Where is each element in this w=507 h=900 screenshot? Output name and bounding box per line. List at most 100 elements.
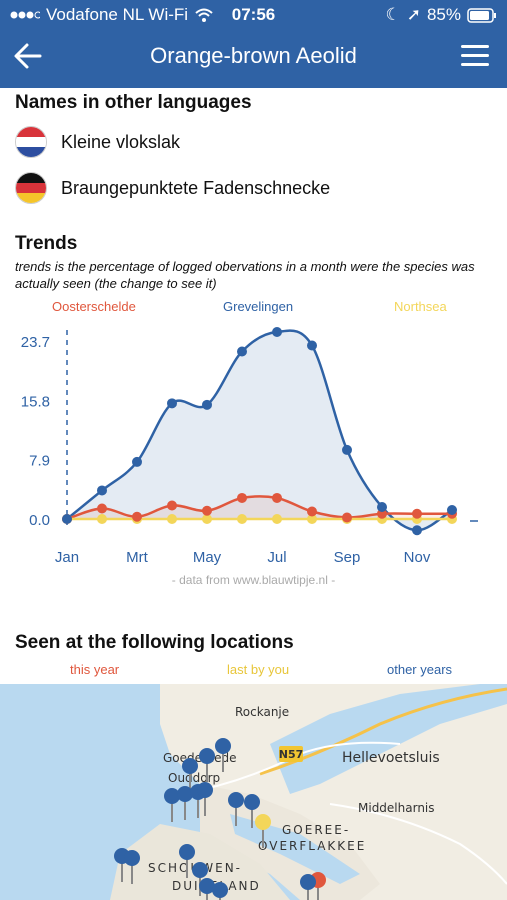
hamburger-menu-icon[interactable]	[459, 42, 491, 70]
trends-title: Trends	[15, 233, 78, 254]
dutch-flag-icon	[15, 126, 47, 158]
map-label-ouddorp: Ouddorp	[168, 771, 220, 785]
x-tick-label: Jan	[55, 549, 79, 566]
data-point-grevelingen	[62, 514, 72, 524]
data-point-grevelingen	[342, 444, 352, 455]
map-pin[interactable]	[255, 814, 271, 830]
data-point-northsea	[237, 514, 247, 524]
data-point-grevelingen	[237, 346, 247, 357]
map-pin[interactable]	[244, 794, 260, 810]
road	[329, 803, 507, 885]
map-label-overflakkee: OVERFLAKKEE	[258, 839, 366, 853]
app-header: Vodafone NL Wi-Fi 07:56 ☾ ➚ 85% Orange-b…	[0, 0, 507, 88]
carrier-name: Vodafone NL Wi-Fi	[46, 5, 189, 24]
language-name: Kleine vlokslak	[61, 131, 181, 152]
arrow-left-icon[interactable]	[10, 38, 46, 74]
data-point-northsea	[167, 514, 177, 524]
road-number: N57	[279, 748, 304, 761]
names-section-title: Names in other languages	[15, 92, 252, 113]
page-title: Orange-brown Aeolid	[150, 43, 357, 68]
map-label-rockanje: Rockanje	[235, 705, 289, 719]
x-tick-label: Mrt	[126, 549, 148, 566]
road-number-badge	[279, 746, 303, 762]
location-arrow-icon: ➚	[406, 5, 421, 24]
data-point-oosterschelde	[237, 492, 247, 503]
battery-level: 85%	[426, 5, 461, 24]
x-tick-label: Sep	[334, 549, 361, 566]
carrier-info: Vodafone NL Wi-Fi	[10, 5, 214, 25]
map-pin[interactable]	[192, 862, 208, 878]
language-item-german: Braungepunktete Fadenschnecke	[15, 172, 330, 204]
land-area	[160, 684, 507, 900]
series-area-grevelingen	[67, 330, 452, 531]
data-point-grevelingen	[202, 399, 212, 410]
map-pin[interactable]	[164, 788, 180, 804]
map-pin[interactable]	[199, 878, 215, 894]
wifi-icon	[195, 8, 213, 22]
y-tick-label: 15.8	[21, 393, 50, 410]
data-point-oosterschelde	[412, 508, 422, 519]
battery-icon	[467, 7, 496, 23]
language-name: Braungepunktete Fadenschnecke	[61, 177, 331, 198]
moon-icon: ☾	[385, 5, 401, 24]
map-pin[interactable]	[197, 782, 213, 798]
x-tick-label: Nov	[404, 549, 431, 566]
y-tick-label: 0.0	[29, 512, 50, 529]
data-point-oosterschelde	[272, 492, 282, 503]
data-point-grevelingen	[132, 456, 142, 467]
legend-other-years: other years	[387, 662, 453, 677]
map-pin[interactable]	[300, 874, 316, 890]
data-point-oosterschelde	[307, 506, 317, 517]
map-pin[interactable]	[212, 882, 228, 898]
data-point-northsea	[97, 514, 107, 524]
data-point-oosterschelde	[342, 512, 352, 523]
map-pin[interactable]	[228, 792, 244, 808]
y-tick-label: 23.7	[21, 334, 50, 351]
map-label-middelharnis: Middelharnis	[358, 801, 435, 815]
data-point-northsea	[272, 514, 282, 524]
language-item-dutch: Kleine vlokslak	[15, 126, 180, 158]
data-point-northsea	[307, 514, 317, 524]
locations-map[interactable]: N57 Rockanje Goedereede Ouddorp Hellevoe…	[0, 684, 507, 900]
trends-note: trends is the percentage of logged oberv…	[15, 259, 475, 291]
x-tick-label: May	[193, 549, 222, 566]
german-flag-icon	[15, 172, 47, 204]
status-time: 07:56	[231, 5, 276, 24]
locations-title: Seen at the following locations	[15, 632, 294, 653]
map-pin[interactable]	[179, 844, 195, 860]
data-point-oosterschelde	[167, 500, 177, 511]
data-point-grevelingen	[97, 485, 107, 496]
map-pin[interactable]	[124, 850, 140, 866]
trends-chart: 0.0 7.9 15.8 23.7 Jan Mrt May Jul Sep Nov	[21, 326, 478, 566]
data-point-grevelingen	[447, 504, 457, 515]
map-pin[interactable]	[177, 786, 193, 802]
data-credit: - data from www.blauwtipje.nl -	[171, 573, 336, 587]
status-indicators: ☾ ➚ 85%	[385, 5, 497, 25]
legend-this-year: this year	[70, 662, 120, 677]
map-pin[interactable]	[199, 748, 215, 764]
map-label-hellevoetsluis: Hellevoetsluis	[342, 750, 440, 766]
data-point-grevelingen	[167, 398, 177, 409]
status-bar: Vodafone NL Wi-Fi 07:56 ☾ ➚ 85%	[0, 0, 507, 30]
data-point-grevelingen	[412, 525, 422, 536]
map-canvas[interactable]: N57 Rockanje Goedereede Ouddorp Hellevoe…	[0, 684, 507, 900]
data-point-grevelingen	[377, 501, 387, 512]
map-pins	[114, 738, 326, 900]
series-area-oosterschelde	[67, 496, 452, 519]
legend-northsea: Northsea	[394, 299, 447, 314]
water-area	[270, 684, 507, 794]
legend-last-by-you: last by you	[227, 662, 290, 677]
map-pin[interactable]	[182, 758, 198, 774]
map-pin[interactable]	[215, 738, 231, 754]
legend-oosterschelde: Oosterschelde	[52, 299, 136, 314]
data-point-oosterschelde	[97, 503, 107, 514]
data-point-oosterschelde	[132, 511, 142, 522]
legend-grevelingen: Grevelingen	[223, 299, 294, 314]
navigation-bar: Orange-brown Aeolid	[0, 32, 507, 86]
signal-icon	[10, 11, 40, 19]
data-point-grevelingen	[272, 326, 282, 337]
map-label-goeree: GOEREE-	[282, 823, 350, 837]
data-point-northsea	[202, 514, 212, 524]
data-point-oosterschelde	[202, 505, 212, 516]
data-point-grevelingen	[307, 340, 317, 351]
